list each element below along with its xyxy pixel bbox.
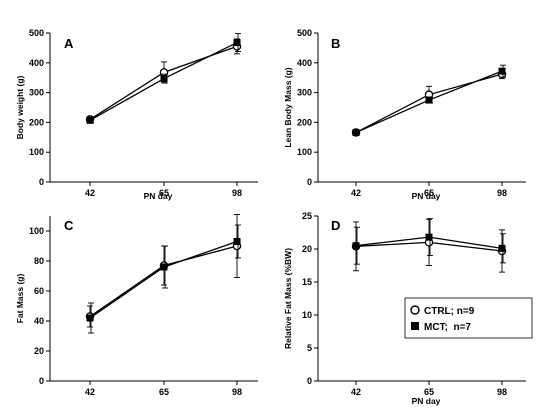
x-tick-label: 42 — [351, 188, 361, 198]
y-axis-title: Body weight (g) — [15, 75, 25, 139]
y-tick-label: 40 — [34, 316, 44, 326]
data-point-mct — [498, 67, 506, 75]
x-tick-label: 98 — [497, 387, 507, 397]
y-tick-label: 100 — [297, 147, 312, 157]
panel-letter: C — [64, 218, 74, 233]
x-tick-label: 98 — [232, 387, 242, 397]
x-tick-label: 98 — [497, 188, 507, 198]
x-axis-title: PN day — [412, 191, 441, 201]
data-point-mct — [233, 238, 241, 245]
x-tick-label: 65 — [159, 188, 169, 198]
x-tick-label: 42 — [85, 188, 95, 198]
y-tick-label: 20 — [302, 244, 312, 254]
y-tick-label: 20 — [34, 346, 44, 356]
data-point-mct — [352, 242, 360, 250]
data-point-mct — [425, 96, 433, 104]
y-tick-label: 400 — [297, 58, 312, 68]
x-tick-label: 42 — [85, 387, 95, 397]
y-tick-label: 500 — [29, 28, 44, 38]
panel-letter: B — [331, 36, 340, 51]
data-point-mct — [160, 263, 168, 271]
y-tick-label: 0 — [307, 376, 312, 386]
y-tick-label: 60 — [34, 286, 44, 296]
legend-marker-mct — [411, 322, 419, 330]
y-tick-label: 200 — [29, 117, 44, 127]
x-tick-label: 65 — [424, 387, 434, 397]
y-tick-label: 0 — [39, 177, 44, 187]
series-line-ctrl — [89, 245, 238, 318]
series-line-mct — [89, 240, 238, 319]
legend-label: CTRL; n=9 — [424, 306, 475, 317]
legend-box — [404, 297, 533, 339]
y-tick-label: 400 — [29, 58, 44, 68]
y-tick-label: 0 — [39, 376, 44, 386]
data-point-mct — [86, 116, 94, 124]
data-point-mct — [86, 314, 94, 322]
y-tick-label: 80 — [34, 256, 44, 266]
legend-marker-ctrl — [410, 305, 420, 315]
data-point-mct — [498, 244, 506, 252]
y-tick-label: 300 — [297, 88, 312, 98]
y-tick-label: 5 — [307, 343, 312, 353]
y-tick-label: 10 — [302, 310, 312, 320]
legend-label: MCT; n=7 — [424, 322, 471, 333]
y-tick-label: 300 — [29, 88, 44, 98]
x-tick-label: 65 — [159, 387, 169, 397]
y-tick-label: 500 — [297, 28, 312, 38]
data-point-mct — [233, 39, 241, 47]
y-tick-label: 100 — [29, 226, 44, 236]
y-axis-title: Relative Fat Mass (%BW) — [283, 248, 293, 349]
x-tick-label: 65 — [424, 188, 434, 198]
y-tick-label: 15 — [302, 277, 312, 287]
data-point-mct — [425, 233, 433, 241]
y-tick-label: 0 — [307, 177, 312, 187]
y-tick-label: 200 — [297, 117, 312, 127]
x-axis-title: PN day — [412, 396, 441, 406]
y-tick-label: 100 — [29, 147, 44, 157]
panel-letter: A — [64, 36, 74, 51]
data-point-mct — [160, 75, 168, 83]
data-point-mct — [352, 129, 360, 137]
x-tick-label: 98 — [232, 188, 242, 198]
y-tick-label: 25 — [302, 211, 312, 221]
x-tick-label: 42 — [351, 387, 361, 397]
x-axis-title: PN day — [144, 191, 173, 201]
y-axis-title: Lean Body Mass (g) — [283, 67, 293, 147]
y-axis-title: Fat Mass (g) — [15, 274, 25, 324]
data-point-ctrl — [159, 68, 169, 77]
panel-letter: D — [331, 218, 340, 233]
